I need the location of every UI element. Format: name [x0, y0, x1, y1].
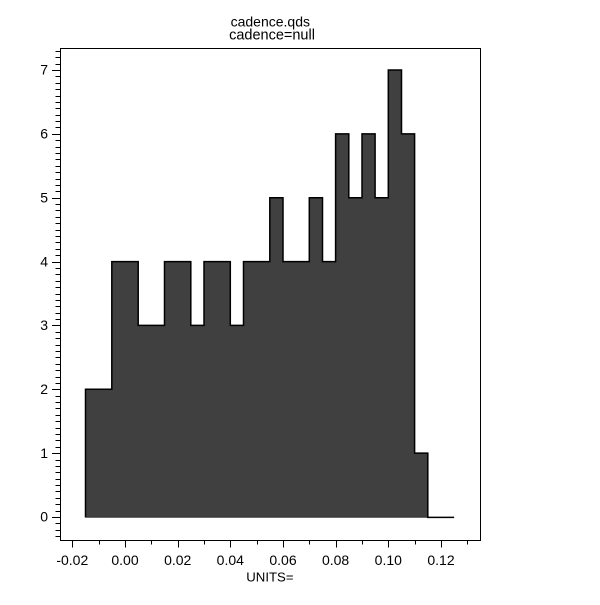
svg-text:5: 5 — [40, 189, 48, 205]
svg-text:0.02: 0.02 — [164, 552, 191, 568]
svg-text:0.06: 0.06 — [269, 552, 296, 568]
svg-text:UNITS=: UNITS= — [246, 570, 294, 585]
svg-text:0.10: 0.10 — [375, 552, 402, 568]
svg-text:0.00: 0.00 — [111, 552, 138, 568]
svg-text:0.08: 0.08 — [322, 552, 349, 568]
svg-text:0: 0 — [40, 509, 48, 525]
svg-text:0.12: 0.12 — [427, 552, 454, 568]
svg-text:cadence.qds: cadence.qds — [231, 14, 310, 30]
svg-text:6: 6 — [40, 126, 48, 142]
svg-text:2: 2 — [40, 381, 48, 397]
svg-text:1: 1 — [40, 445, 48, 461]
svg-text:7: 7 — [40, 62, 48, 78]
svg-text:4: 4 — [40, 253, 48, 269]
svg-text:0.04: 0.04 — [217, 552, 244, 568]
svg-text:cadence=null: cadence=null — [229, 27, 315, 43]
svg-text:3: 3 — [40, 317, 48, 333]
svg-text:-0.02: -0.02 — [56, 552, 88, 568]
